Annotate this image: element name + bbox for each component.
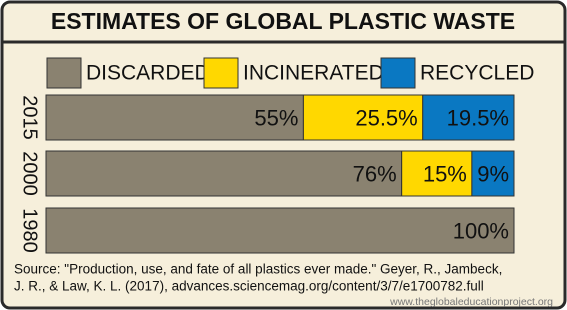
y-tick-label: 1980 — [19, 208, 41, 253]
chart-title: ESTIMATES OF GLOBAL PLASTIC WASTE — [51, 8, 515, 34]
legend-swatch — [380, 57, 416, 89]
legend-label: DISCARDED — [86, 62, 210, 85]
bar-segment — [471, 150, 515, 197]
bar-segment — [45, 94, 304, 141]
value-label: 76% — [353, 161, 397, 186]
value-label: 25.5% — [355, 105, 417, 130]
value-label: 15% — [423, 161, 467, 186]
y-tick-label: 2000 — [19, 151, 41, 196]
source: Source: "Production, use, and fate of al… — [14, 262, 502, 277]
legend-label: INCINERATED — [243, 62, 384, 85]
legend-swatch — [46, 57, 82, 89]
legend-swatch — [203, 57, 239, 89]
source: J. R., & Law, K. L. (2017), advances.sci… — [14, 279, 484, 294]
bar-segment — [302, 94, 424, 141]
y-tick-label: 2015 — [19, 95, 41, 140]
bar-segment — [45, 150, 403, 197]
bar-segment — [45, 207, 515, 254]
value-label: 55% — [254, 105, 298, 130]
value-label: 9% — [477, 161, 509, 186]
legend-label: RECYCLED — [420, 62, 534, 85]
value-label: 100% — [453, 218, 509, 243]
bar-segment — [401, 150, 473, 197]
bar-segment — [422, 94, 515, 141]
value-label: 19.5% — [447, 105, 509, 130]
website: www.theglobaleducationproject.org — [389, 296, 553, 308]
